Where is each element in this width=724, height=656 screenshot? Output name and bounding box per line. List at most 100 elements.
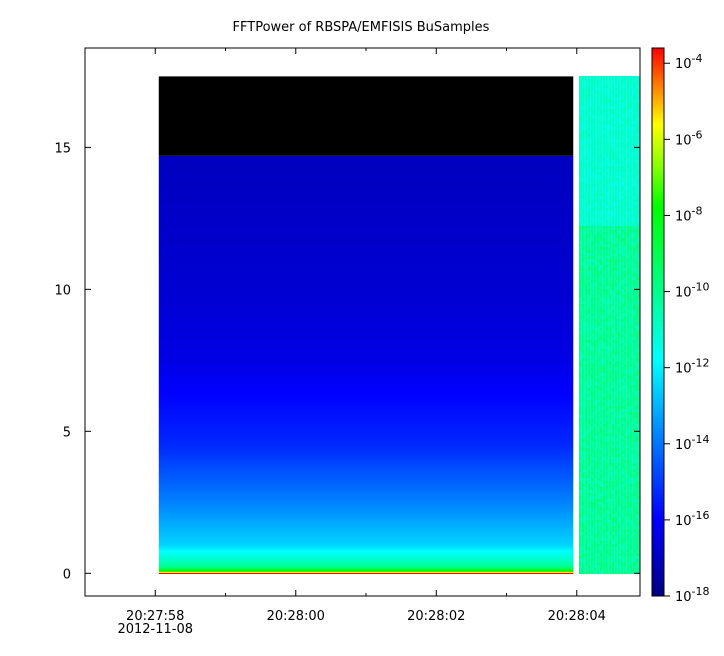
spectrogram-cell: [642, 367, 645, 370]
spectrogram-cell: [648, 370, 651, 373]
spectrogram-cell: [590, 313, 594, 316]
spectrogram-row: [158, 545, 574, 546]
spectrogram-row: [158, 167, 574, 168]
spectrogram-row: [158, 393, 574, 394]
spectrogram-cell: [611, 346, 615, 349]
spectrogram-cell: [632, 433, 636, 436]
spectrogram-cell: [587, 259, 591, 262]
spectrogram-cell: [602, 307, 606, 310]
spectrogram-cell: [632, 418, 636, 421]
spectrogram-cell: [648, 100, 651, 103]
spectrogram-cell: [617, 148, 621, 151]
spectrogram-cell: [623, 418, 627, 421]
spectrogram-cell: [599, 328, 603, 331]
spectrogram-cell: [645, 529, 648, 532]
spectrogram-cell: [602, 337, 606, 340]
spectrogram-cell: [608, 76, 612, 79]
spectrogram-cell: [632, 169, 636, 172]
spectrogram-cell: [617, 103, 621, 106]
spectrogram-cell: [626, 304, 630, 307]
spectrogram-cell: [605, 463, 609, 466]
spectrogram-cell: [614, 181, 618, 184]
spectrogram-cell: [617, 133, 621, 136]
spectrogram-cell: [642, 472, 645, 475]
spectrogram-row: [158, 179, 574, 180]
spectrogram-cell: [632, 241, 636, 244]
spectrogram-cell: [638, 262, 640, 265]
spectrogram-cell: [593, 166, 597, 169]
spectrogram-cell: [605, 550, 609, 553]
spectrogram-cell: [605, 433, 609, 436]
spectrogram-row: [158, 331, 574, 332]
spectrogram-cell: [632, 202, 636, 205]
spectrogram-cell: [642, 439, 645, 442]
spectrogram-cell: [590, 445, 594, 448]
spectrogram-cell: [587, 481, 591, 484]
spectrogram-cell: [608, 127, 612, 130]
spectrogram-cell: [617, 271, 621, 274]
spectrogram-cell: [635, 313, 639, 316]
spectrogram-cell: [623, 166, 627, 169]
spectrogram-cell: [620, 388, 624, 391]
spectrogram-cell: [623, 370, 627, 373]
spectrogram-cell: [642, 424, 645, 427]
spectrogram-cell: [605, 154, 609, 157]
spectrogram-cell: [626, 367, 630, 370]
spectrogram-cell: [642, 139, 645, 142]
spectrogram-row: [158, 419, 574, 420]
spectrogram-cell: [632, 79, 636, 82]
spectrogram-cell: [596, 256, 600, 259]
spectrogram-cell: [602, 436, 606, 439]
spectrogram-cell: [645, 166, 648, 169]
spectrogram-cell: [642, 370, 645, 373]
spectrogram-cell: [584, 214, 588, 217]
spectrogram-cell: [623, 283, 627, 286]
spectrogram-cell: [626, 520, 630, 523]
spectrogram-cell: [617, 505, 621, 508]
spectrogram-cell: [623, 274, 627, 277]
spectrogram-cell: [614, 235, 618, 238]
spectrogram-cell: [645, 298, 648, 301]
spectrogram-cell: [635, 367, 639, 370]
spectrogram-cell: [614, 100, 618, 103]
spectrogram-cell: [614, 226, 618, 229]
spectrogram-row: [158, 388, 574, 389]
spectrogram-cell: [635, 454, 639, 457]
spectrogram-cell: [635, 379, 639, 382]
spectrogram-cell: [614, 364, 618, 367]
spectrogram-cell: [638, 466, 640, 469]
spectrogram-cell: [599, 547, 603, 550]
spectrogram-cell: [623, 391, 627, 394]
spectrogram-cell: [611, 148, 615, 151]
spectrogram-cell: [623, 94, 627, 97]
spectrogram-cell: [590, 463, 594, 466]
spectrogram-cell: [632, 268, 636, 271]
spectrogram-cell: [605, 427, 609, 430]
spectrogram-cell: [635, 481, 639, 484]
spectrogram-cell: [623, 223, 627, 226]
spectrogram-cell: [596, 265, 600, 268]
spectrogram-cell: [620, 301, 624, 304]
spectrogram-cell: [590, 466, 594, 469]
spectrogram-cell: [632, 520, 636, 523]
spectrogram-cell: [642, 391, 645, 394]
spectrogram-cell: [648, 115, 651, 118]
spectrogram-cell: [611, 460, 615, 463]
spectrogram-cell: [593, 526, 597, 529]
spectrogram-row: [158, 373, 574, 374]
spectrogram-cell: [626, 253, 630, 256]
spectrogram-cell: [605, 526, 609, 529]
spectrogram-cell: [623, 238, 627, 241]
spectrogram-cell: [626, 481, 630, 484]
spectrogram-cell: [596, 448, 600, 451]
spectrogram-cell: [635, 91, 639, 94]
spectrogram-cell: [599, 214, 603, 217]
spectrogram-cell: [617, 343, 621, 346]
spectrogram-cell: [620, 445, 624, 448]
spectrogram-row: [158, 495, 574, 496]
spectrogram-cell: [629, 283, 633, 286]
spectrogram-cell: [638, 154, 640, 157]
spectrogram-cell: [623, 556, 627, 559]
spectrogram-cell: [623, 466, 627, 469]
spectrogram-cell: [645, 343, 648, 346]
